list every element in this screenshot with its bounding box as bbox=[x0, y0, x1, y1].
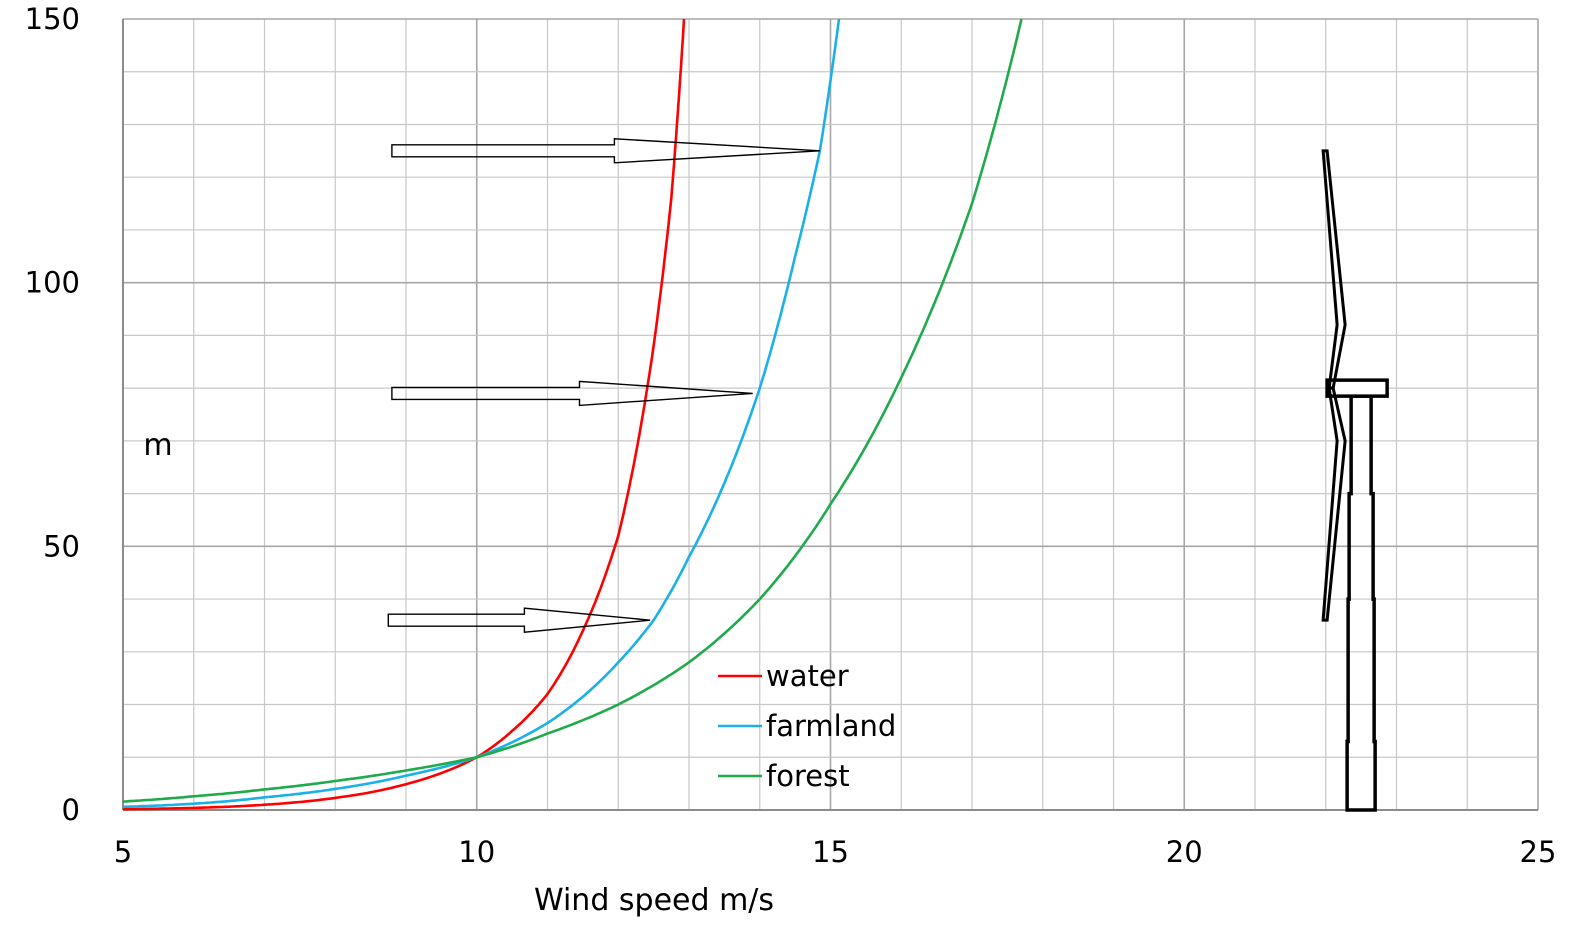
x-tick-label: 15 bbox=[812, 835, 849, 869]
pointer-arrow bbox=[391, 380, 753, 407]
turbine-blade-upper bbox=[1321, 149, 1347, 390]
annotations bbox=[387, 138, 1389, 812]
y-axis-title: m bbox=[143, 428, 172, 463]
legend: water farmland forest bbox=[718, 659, 896, 793]
turbine-tower bbox=[1345, 394, 1377, 812]
y-tick-label: 100 bbox=[25, 266, 80, 300]
x-tick-label: 20 bbox=[1166, 835, 1203, 869]
x-axis-title: Wind speed m/s bbox=[534, 883, 774, 918]
y-tick-label: 150 bbox=[25, 2, 80, 36]
pointer-arrow bbox=[387, 607, 651, 633]
legend-label: forest bbox=[766, 759, 850, 793]
series-line-forest bbox=[122, 18, 1023, 803]
x-tick-label: 5 bbox=[114, 835, 132, 869]
x-tick-label: 10 bbox=[458, 835, 495, 869]
y-tick-label: 50 bbox=[43, 529, 80, 563]
y-tick-label: 0 bbox=[62, 793, 80, 827]
axes bbox=[122, 19, 1538, 811]
series-lines bbox=[122, 18, 1023, 811]
x-tick-label: 25 bbox=[1520, 835, 1557, 869]
turbine-blade-lower bbox=[1321, 386, 1347, 622]
series-line-farmland bbox=[122, 18, 841, 809]
tick-labels: 5 10 15 20 25 0 50 100 150 bbox=[25, 2, 1557, 869]
series-line-water bbox=[123, 18, 686, 811]
legend-label: water bbox=[766, 659, 849, 693]
pointer-arrow bbox=[391, 138, 820, 164]
turbine-nacelle bbox=[1325, 378, 1389, 398]
legend-label: farmland bbox=[766, 709, 896, 743]
